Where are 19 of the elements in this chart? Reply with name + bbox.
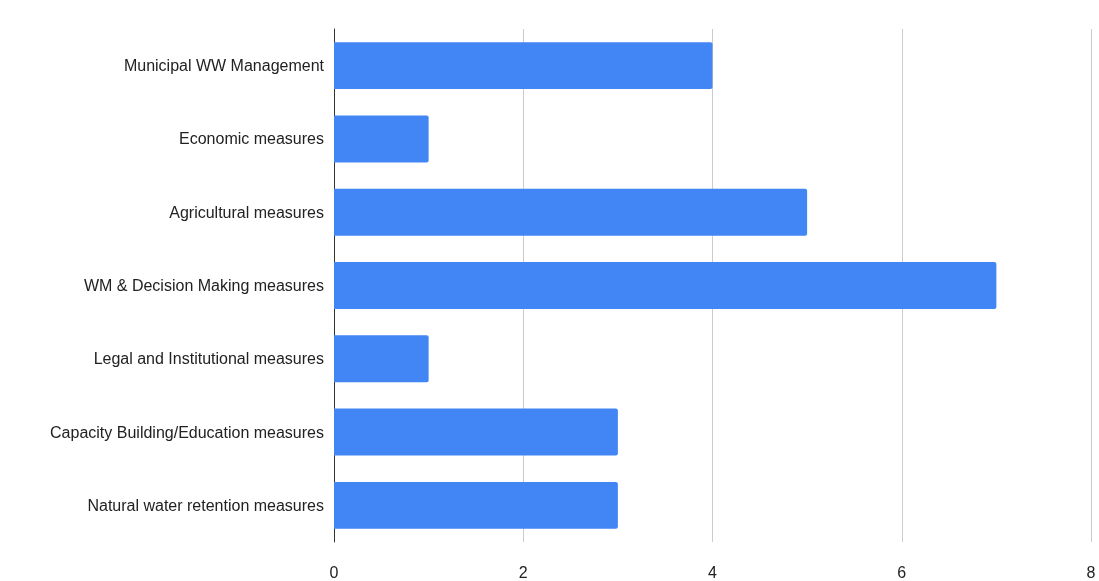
y-tick-label: Agricultural measures bbox=[169, 203, 324, 221]
y-tick-label: WM & Decision Making measures bbox=[83, 277, 324, 294]
y-tick-label: Economic measures bbox=[179, 130, 324, 148]
y-tick-label: Municipal WW Management bbox=[123, 57, 325, 75]
bar bbox=[334, 42, 713, 90]
bar bbox=[334, 335, 429, 383]
x-tick-label: 6 bbox=[897, 563, 907, 581]
bar bbox=[334, 188, 808, 236]
bar bbox=[334, 408, 618, 456]
bar bbox=[334, 481, 618, 529]
x-tick-label: 2 bbox=[518, 563, 528, 581]
x-tick-label: 4 bbox=[708, 563, 718, 581]
x-tick-label: 8 bbox=[1086, 563, 1096, 581]
bar bbox=[334, 115, 429, 163]
y-tick-label: Capacity Building/Education measures bbox=[50, 423, 324, 441]
y-tick-label: Natural water retention measures bbox=[87, 496, 324, 514]
x-tick-label: 0 bbox=[329, 563, 339, 581]
y-tick-label: Legal and Institutional measures bbox=[93, 350, 324, 368]
bar bbox=[334, 262, 997, 309]
